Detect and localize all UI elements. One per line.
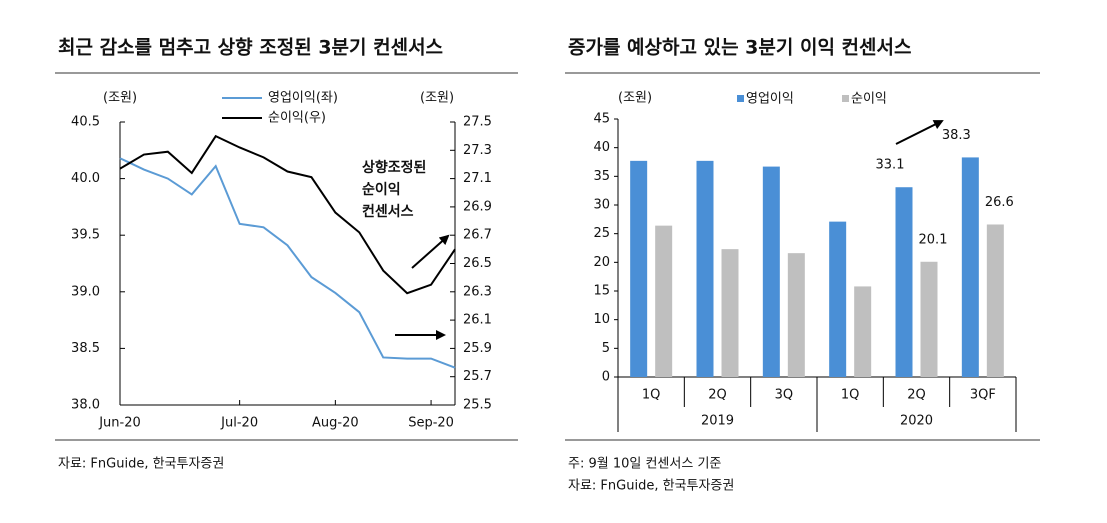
y-tick-label: 15 — [593, 284, 610, 299]
legend-swatch — [737, 95, 744, 102]
bar — [986, 224, 1004, 377]
y2-tick-label: 27.3 — [463, 143, 492, 158]
y-tick-label: 30 — [593, 198, 610, 213]
source: 자료: FnGuide, 한국투자증권 — [58, 457, 224, 472]
y-tick-label: 45 — [593, 112, 610, 127]
legend-label: 순이익(우) — [268, 111, 326, 126]
legend-label: 영업이익(좌) — [268, 91, 338, 106]
y-tick-label: 35 — [593, 169, 610, 184]
legend-label: 영업이익 — [746, 92, 794, 107]
data-label: 33.1 — [876, 158, 905, 173]
y-axis-label: (조원) — [618, 91, 652, 106]
group-label: 2019 — [701, 414, 734, 429]
bar — [895, 187, 913, 377]
bar — [829, 221, 847, 377]
y-tick-label: 20 — [593, 255, 610, 270]
y2-tick-label: 25.7 — [463, 369, 492, 384]
x-tick-label: 3Q — [775, 388, 794, 403]
y2-tick-label: 27.5 — [463, 115, 492, 130]
y-tick-label: 38.0 — [71, 398, 100, 413]
y-tick-label: 25 — [593, 226, 610, 241]
bar — [854, 286, 872, 377]
note: 주: 9월 10일 컨센서스 기준 — [568, 457, 721, 472]
group-label: 2020 — [900, 414, 933, 429]
y-tick-label: 0 — [602, 370, 610, 385]
x-tick-label: Jun-20 — [98, 416, 141, 431]
bar — [696, 160, 714, 377]
y-axis-label: (조원) — [103, 91, 137, 106]
bar — [721, 249, 739, 377]
legend-label: 순이익 — [851, 92, 887, 107]
chart-title: 최근 감소를 멈추고 상향 조정된 3분기 컨센서스 — [58, 37, 443, 59]
y2-tick-label: 26.1 — [463, 313, 492, 328]
annotation: 순이익 — [362, 181, 401, 198]
chart-title: 증가를 예상하고 있는 3분기 이익 컨센서스 — [568, 37, 911, 59]
x-tick-label: 2Q — [708, 388, 727, 403]
arrow — [895, 120, 944, 145]
x-tick-label: 3QF — [970, 388, 996, 403]
annotation: 컨센서스 — [362, 203, 414, 220]
y-tick-label: 39.0 — [71, 284, 100, 299]
legend-swatch — [842, 95, 849, 102]
y2-tick-label: 26.7 — [463, 228, 492, 243]
x-tick-label: Aug-20 — [312, 416, 359, 431]
y-tick-label: 5 — [602, 341, 610, 356]
y2-tick-label: 26.9 — [463, 199, 492, 214]
arrow — [411, 234, 450, 269]
y2-tick-label: 26.3 — [463, 284, 492, 299]
y-tick-label: 39.5 — [71, 228, 100, 243]
x-tick-label: 2Q — [907, 388, 926, 403]
y2-tick-label: 25.9 — [463, 341, 492, 356]
y-tick-label: 40.5 — [71, 115, 100, 130]
annotation: 상향조정된 — [362, 159, 426, 176]
data-label: 20.1 — [919, 232, 948, 247]
series-line — [119, 134, 456, 295]
bar — [787, 253, 805, 377]
x-tick-label: 1Q — [841, 388, 860, 403]
y-tick-label: 10 — [593, 312, 610, 327]
y-tick-label: 38.5 — [71, 341, 100, 356]
y2-tick-label: 27.1 — [463, 171, 492, 186]
y2-axis-label: (조원) — [420, 91, 454, 106]
bar — [630, 160, 648, 377]
bar — [655, 225, 673, 377]
bar — [762, 166, 780, 377]
x-tick-label: Jul-20 — [220, 416, 258, 431]
y2-tick-label: 25.5 — [463, 398, 492, 413]
x-tick-label: Sep-20 — [408, 416, 454, 431]
data-label: 38.3 — [942, 128, 971, 143]
y2-tick-label: 26.5 — [463, 256, 492, 271]
bar — [961, 157, 979, 377]
y-tick-label: 40 — [593, 140, 610, 155]
y-tick-label: 40.0 — [71, 171, 100, 186]
x-tick-label: 1Q — [642, 388, 661, 403]
bar — [920, 261, 938, 377]
source: 자료: FnGuide, 한국투자증권 — [568, 479, 734, 494]
data-label: 26.6 — [985, 195, 1014, 210]
series-line — [119, 157, 456, 369]
